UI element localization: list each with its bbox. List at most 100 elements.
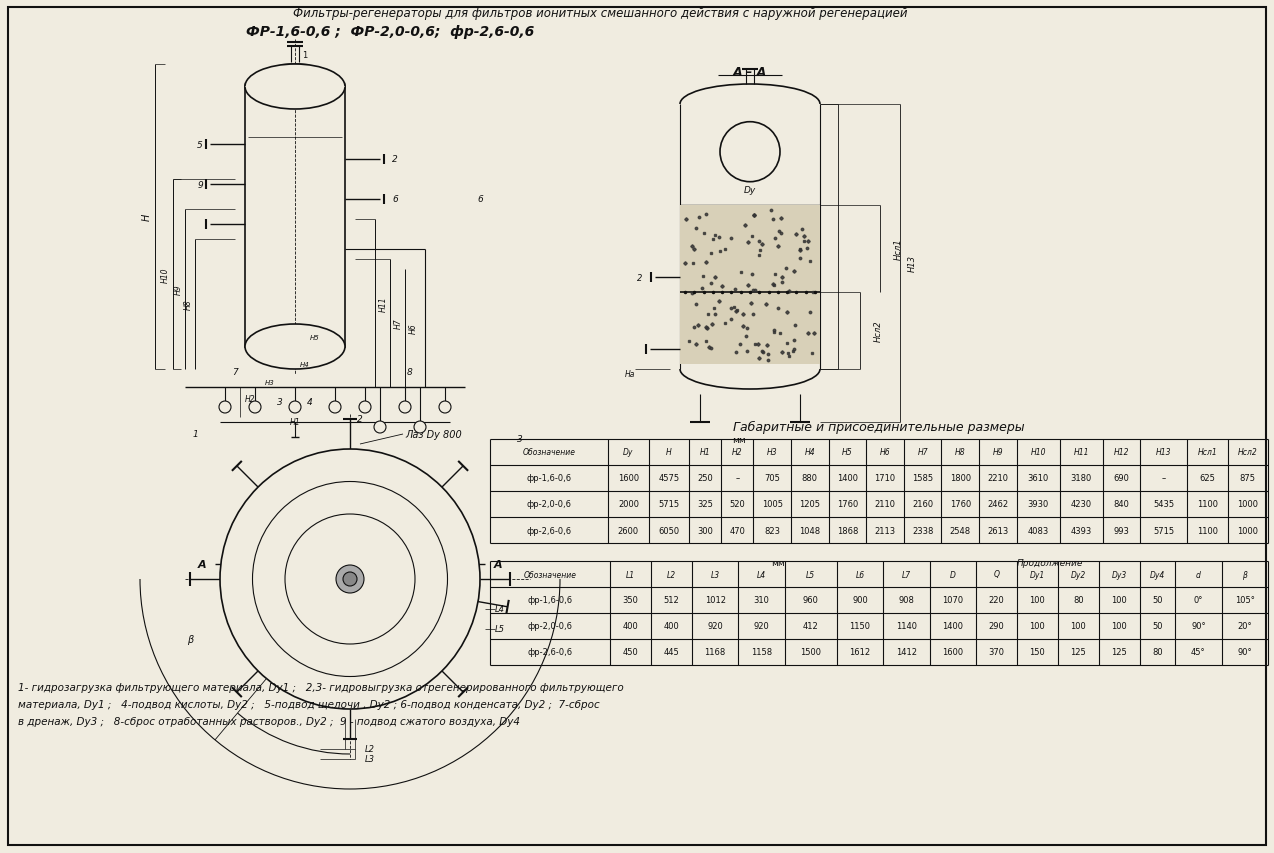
Text: Нсл2: Нсл2 bbox=[1238, 448, 1257, 457]
Ellipse shape bbox=[245, 65, 345, 110]
Text: Н5: Н5 bbox=[310, 334, 320, 340]
Text: L4: L4 bbox=[496, 605, 505, 614]
Circle shape bbox=[336, 566, 364, 594]
Text: 3: 3 bbox=[517, 435, 522, 444]
Text: 1205: 1205 bbox=[799, 500, 820, 509]
Text: Н: Н bbox=[666, 448, 671, 457]
Text: 1600: 1600 bbox=[943, 647, 963, 657]
Bar bbox=[680, 206, 820, 364]
Text: 150: 150 bbox=[1029, 647, 1045, 657]
Circle shape bbox=[343, 572, 357, 586]
Text: 1- гидрозагрузка фильтрующего материала, Dу1 ;   2,3- гидровыгрузка отрегенериро: 1- гидрозагрузка фильтрующего материала,… bbox=[18, 682, 624, 692]
Text: Нсл1: Нсл1 bbox=[1198, 448, 1218, 457]
Text: 705: 705 bbox=[764, 474, 780, 483]
Text: 80: 80 bbox=[1152, 647, 1163, 657]
Bar bbox=[245, 65, 345, 87]
Text: 2110: 2110 bbox=[874, 500, 896, 509]
Text: 1005: 1005 bbox=[762, 500, 782, 509]
Text: Фильтры-регенераторы для фильтров ионитных смешанного действия с наружной регене: Фильтры-регенераторы для фильтров ионитн… bbox=[293, 8, 907, 20]
Circle shape bbox=[285, 514, 415, 644]
Text: 2: 2 bbox=[637, 274, 642, 282]
Text: Обозначение: Обозначение bbox=[522, 448, 576, 457]
Text: Dу3: Dу3 bbox=[1112, 570, 1126, 579]
Text: 90°: 90° bbox=[1191, 622, 1205, 630]
Text: 5435: 5435 bbox=[1153, 500, 1175, 509]
Text: 50: 50 bbox=[1152, 622, 1163, 630]
Text: 412: 412 bbox=[803, 622, 819, 630]
Text: 960: 960 bbox=[803, 595, 819, 605]
Text: 1800: 1800 bbox=[949, 474, 971, 483]
Text: –: – bbox=[735, 474, 739, 483]
Text: Dу4: Dу4 bbox=[1150, 570, 1164, 579]
Text: Н4: Н4 bbox=[804, 448, 815, 457]
Text: Н1: Н1 bbox=[699, 448, 711, 457]
Text: Н9: Н9 bbox=[992, 448, 1003, 457]
Text: 290: 290 bbox=[989, 622, 1004, 630]
Text: Н11: Н11 bbox=[378, 296, 387, 311]
Text: в дренаж, Dу3 ;   8-сброс отработанных растворов., Dу2 ;  9 - подвод сжатого воз: в дренаж, Dу3 ; 8-сброс отработанных рас… bbox=[18, 717, 520, 726]
Text: Н6: Н6 bbox=[409, 323, 418, 334]
Text: Н: Н bbox=[141, 213, 152, 221]
Text: 512: 512 bbox=[664, 595, 679, 605]
Text: фр-1,6-0,6: фр-1,6-0,6 bbox=[527, 595, 572, 605]
Text: 1: 1 bbox=[302, 50, 307, 60]
Text: Н2: Н2 bbox=[245, 395, 255, 404]
Text: β: β bbox=[1242, 570, 1247, 579]
Text: R: R bbox=[292, 644, 298, 654]
Text: Продолжение: Продолжение bbox=[1017, 558, 1083, 567]
Text: 2613: 2613 bbox=[987, 526, 1009, 535]
Text: 1150: 1150 bbox=[850, 622, 870, 630]
Text: 9: 9 bbox=[197, 180, 203, 189]
Text: 5715: 5715 bbox=[659, 500, 679, 509]
Text: мм: мм bbox=[733, 436, 745, 445]
Text: 880: 880 bbox=[801, 474, 818, 483]
Text: А: А bbox=[494, 560, 502, 569]
Text: 125: 125 bbox=[1111, 647, 1127, 657]
Text: 1400: 1400 bbox=[837, 474, 857, 483]
Text: 100: 100 bbox=[1111, 622, 1127, 630]
Ellipse shape bbox=[245, 325, 345, 369]
Text: 4575: 4575 bbox=[659, 474, 679, 483]
Text: D: D bbox=[950, 570, 956, 579]
Text: d: d bbox=[1196, 570, 1201, 579]
Text: 1612: 1612 bbox=[850, 647, 870, 657]
Text: 50: 50 bbox=[1152, 595, 1163, 605]
Text: 400: 400 bbox=[623, 622, 638, 630]
Text: 4: 4 bbox=[307, 398, 313, 407]
Circle shape bbox=[289, 402, 301, 414]
Text: 1710: 1710 bbox=[874, 474, 896, 483]
Text: 2210: 2210 bbox=[987, 474, 1009, 483]
Text: L7: L7 bbox=[375, 554, 385, 564]
Text: 445: 445 bbox=[664, 647, 679, 657]
Text: L2: L2 bbox=[668, 570, 676, 579]
Text: Нсл1: Нсл1 bbox=[893, 239, 902, 260]
Text: фр-2,6-0,6: фр-2,6-0,6 bbox=[527, 647, 572, 657]
Circle shape bbox=[720, 123, 780, 183]
Text: Габаритные и присоединительные размеры: Габаритные и присоединительные размеры bbox=[734, 420, 1024, 433]
Text: 908: 908 bbox=[898, 595, 915, 605]
Text: 625: 625 bbox=[1200, 474, 1215, 483]
Text: L3: L3 bbox=[364, 755, 375, 763]
Text: А: А bbox=[197, 560, 206, 569]
Text: 1412: 1412 bbox=[896, 647, 917, 657]
Text: –: – bbox=[1162, 474, 1166, 483]
Circle shape bbox=[220, 450, 480, 709]
Text: Н7: Н7 bbox=[394, 318, 403, 329]
Text: 1: 1 bbox=[192, 430, 197, 439]
Text: 2548: 2548 bbox=[949, 526, 971, 535]
Circle shape bbox=[248, 402, 261, 414]
Text: L1: L1 bbox=[626, 570, 636, 579]
Circle shape bbox=[252, 482, 447, 676]
Circle shape bbox=[399, 402, 412, 414]
Text: 5: 5 bbox=[197, 141, 203, 149]
Text: 3610: 3610 bbox=[1028, 474, 1049, 483]
Text: 1600: 1600 bbox=[618, 474, 640, 483]
Text: 2462: 2462 bbox=[987, 500, 1009, 509]
Text: 1000: 1000 bbox=[1237, 526, 1259, 535]
Text: 220: 220 bbox=[989, 595, 1004, 605]
Text: 1100: 1100 bbox=[1198, 500, 1218, 509]
Text: L5: L5 bbox=[806, 570, 815, 579]
Text: 2000: 2000 bbox=[618, 500, 638, 509]
Text: 325: 325 bbox=[697, 500, 713, 509]
Text: 2: 2 bbox=[357, 415, 363, 424]
